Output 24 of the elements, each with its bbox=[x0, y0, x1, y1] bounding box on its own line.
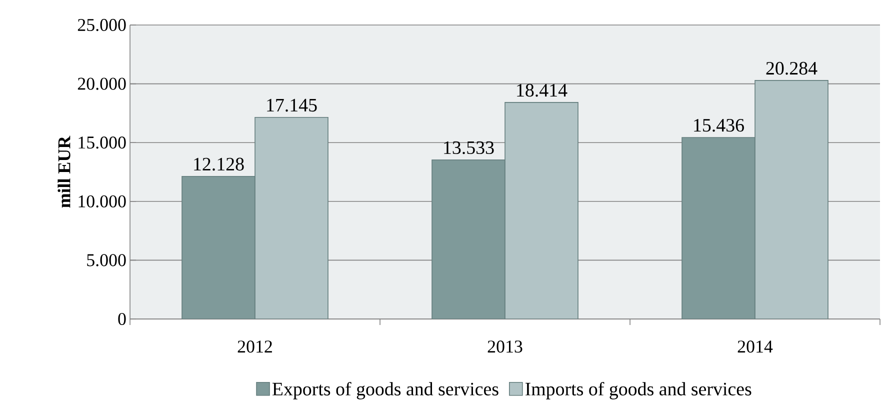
y-tick-label: 25.000 bbox=[78, 18, 126, 32]
data-label: 17.145 bbox=[267, 98, 317, 112]
bar bbox=[432, 159, 506, 319]
x-tick-label: 2014 bbox=[738, 340, 773, 353]
data-label: 12.128 bbox=[194, 158, 244, 171]
bar bbox=[754, 80, 828, 319]
bar bbox=[504, 102, 578, 319]
bar bbox=[682, 137, 756, 319]
y-tick-label: 15.000 bbox=[78, 136, 126, 149]
y-tick-label: 5.000 bbox=[87, 254, 126, 266]
data-label: 20.284 bbox=[766, 62, 818, 75]
legend-label: Exports of goods and services bbox=[272, 382, 498, 400]
bar bbox=[182, 176, 256, 319]
y-tick-label: 20.000 bbox=[78, 78, 126, 90]
data-label: 13.533 bbox=[444, 141, 494, 154]
bar bbox=[254, 116, 328, 319]
legend-label: Imports of goods and services bbox=[525, 382, 752, 400]
x-tick-label: 2013 bbox=[488, 340, 522, 353]
x-tick-label: 2012 bbox=[238, 340, 272, 353]
y-tick-label: 10.000 bbox=[78, 195, 126, 208]
y-tick-label: 0 bbox=[118, 312, 126, 326]
data-label: 15.436 bbox=[694, 118, 744, 132]
y-axis-title: mill EUR bbox=[58, 136, 70, 208]
data-label: 18.414 bbox=[517, 84, 568, 97]
